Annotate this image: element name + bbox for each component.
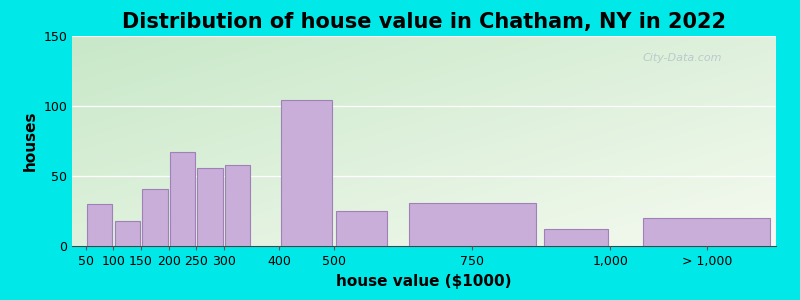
Title: Distribution of house value in Chatham, NY in 2022: Distribution of house value in Chatham, …	[122, 12, 726, 32]
Bar	[643, 218, 770, 246]
Bar	[87, 204, 112, 246]
Bar	[409, 202, 536, 246]
Bar	[337, 211, 387, 246]
Bar	[544, 229, 607, 246]
X-axis label: house value ($1000): house value ($1000)	[336, 274, 512, 289]
Bar	[282, 100, 332, 246]
Y-axis label: houses: houses	[22, 111, 38, 171]
Bar	[142, 189, 167, 246]
Bar	[225, 165, 250, 246]
Bar	[170, 152, 195, 246]
Bar	[198, 168, 222, 246]
Text: City-Data.com: City-Data.com	[642, 53, 722, 63]
Bar	[114, 221, 140, 246]
